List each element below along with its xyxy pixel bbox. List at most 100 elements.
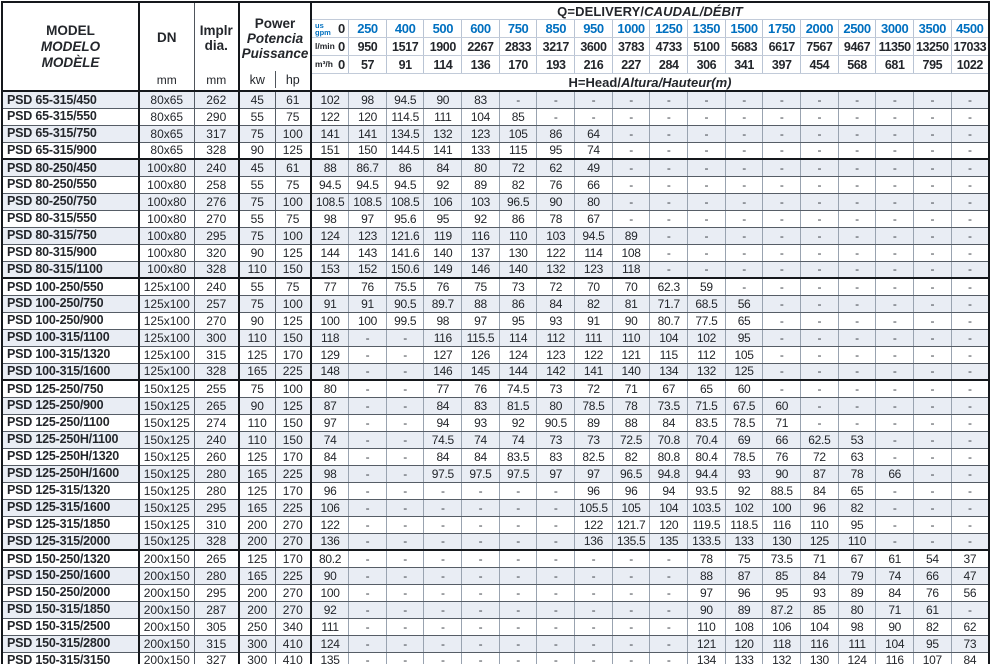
power-kw-cell: 250 (239, 618, 276, 636)
head-value-cell: - (875, 142, 914, 160)
head-value-cell: - (385, 635, 424, 653)
power-kw-cell: 75 (239, 125, 276, 143)
head-value-cell: - (875, 363, 914, 381)
head-value-cell: - (762, 227, 801, 245)
head-value-cell: 53 (837, 431, 876, 449)
head-value-cell: 122 (574, 516, 613, 534)
head-value-cell: 76 (461, 380, 500, 398)
model-cell: PSD 125-315/1850 (2, 516, 140, 534)
dn-cell: 200x150 (139, 584, 195, 602)
head-value-cell: 96 (724, 584, 763, 602)
head-value-cell: 133 (724, 652, 763, 664)
q-lmin-value: 4733 (649, 37, 688, 56)
head-value-cell: - (649, 159, 688, 177)
q-lmin-value: 7567 (800, 37, 839, 56)
head-value-cell: - (649, 567, 688, 585)
head-value-cell: 70.8 (649, 431, 688, 449)
head-value-cell: - (536, 550, 575, 568)
head-value-cell: - (950, 210, 989, 228)
head-value-cell: - (423, 567, 462, 585)
head-value-cell: 110 (611, 329, 650, 347)
head-value-cell: 97 (461, 312, 500, 330)
head-value-cell: - (498, 601, 537, 619)
head-value-cell: 132 (423, 125, 462, 143)
model-cell: PSD 100-250/550 (2, 278, 140, 296)
head-value-cell: - (875, 414, 914, 432)
head-value-cell: - (762, 261, 801, 279)
model-cell: PSD 100-315/1100 (2, 329, 140, 347)
head-value-cell: - (837, 125, 876, 143)
power-kw-cell: 45 (239, 159, 276, 177)
head-value-cell: 88.5 (762, 482, 801, 500)
head-value-cell: 84 (310, 448, 349, 466)
head-value-cell: 116 (875, 652, 914, 664)
impeller-dia-cell: 240 (194, 159, 240, 177)
power-kw-cell: 75 (239, 193, 276, 211)
head-value-cell: - (498, 482, 537, 500)
head-value-cell: - (762, 91, 801, 109)
head-value-cell: - (800, 193, 839, 211)
power-kw-cell: 90 (239, 244, 276, 262)
head-value-cell: 85 (800, 601, 839, 619)
q-m3h-value: 227 (611, 55, 650, 74)
head-value-cell: 144 (498, 363, 537, 381)
head-value-cell: - (649, 176, 688, 194)
head-value-cell: 93 (724, 465, 763, 483)
head-value-cell: - (611, 567, 650, 585)
head-value-cell: 66 (913, 567, 952, 585)
head-value-cell: 71 (800, 550, 839, 568)
kw-unit-label: kw (249, 72, 265, 87)
head-value-cell: 91 (574, 312, 613, 330)
dn-column-header: DN mm (139, 2, 195, 92)
head-value-cell: - (348, 618, 387, 636)
impeller-dia-cell: 328 (194, 142, 240, 160)
model-cell: PSD 100-250/750 (2, 295, 140, 313)
head-value-cell: - (649, 261, 688, 279)
head-value-cell: - (348, 363, 387, 381)
head-value-cell: 75.5 (385, 278, 424, 296)
head-value-cell: - (950, 159, 989, 177)
dn-label: DN (157, 30, 177, 45)
head-value-cell: 142 (536, 363, 575, 381)
power-kw-cell: 125 (239, 346, 276, 364)
head-value-cell: 108.5 (310, 193, 349, 211)
head-value-cell: - (875, 516, 914, 534)
head-value-cell: - (611, 601, 650, 619)
head-value-cell: - (800, 380, 839, 398)
head-value-cell: 54 (913, 550, 952, 568)
head-value-cell: - (348, 414, 387, 432)
head-value-cell: 84 (950, 652, 989, 664)
head-value-cell: - (611, 91, 650, 109)
us-gpm-label: us gpm (315, 20, 331, 37)
head-value-cell: - (875, 499, 914, 517)
pump-row: PSD 100-315/1320 125x100 315 125 170 129- -127… (2, 346, 989, 364)
pump-row: PSD 125-250H/1100 150x125 240 110 150 74- -74.… (2, 431, 989, 449)
head-value-cell: - (800, 227, 839, 245)
q-m3h-value: 341 (724, 55, 763, 74)
head-value-cell: 141 (574, 363, 613, 381)
head-value-cell: 65 (837, 482, 876, 500)
head-value-cell: 104 (461, 108, 500, 126)
head-value-cell: 70 (574, 278, 613, 296)
pump-row: PSD 80-315/900 100x80 320 90 125 144 143 141.6 1… (2, 244, 989, 262)
head-value-cell: 94.8 (649, 465, 688, 483)
head-value-cell: 90 (536, 193, 575, 211)
q-m3h-value: 454 (800, 55, 839, 74)
head-value-cell: - (461, 635, 500, 653)
head-value-cell: 111 (310, 618, 349, 636)
head-value-cell: 140 (498, 261, 537, 279)
head-value-cell: 83.5 (498, 448, 537, 466)
head-value-cell: 105 (724, 346, 763, 364)
head-value-cell: 135 (310, 652, 349, 664)
q-gpm-value: 600 (461, 19, 500, 38)
head-value-cell: 80 (837, 601, 876, 619)
head-value-cell: 141.6 (385, 244, 424, 262)
head-value-cell: 133.5 (687, 533, 726, 551)
table-header: MODEL MODELO MODÈLE DN mm Implr (2, 2, 989, 92)
modele-label: MODÈLE (41, 54, 100, 70)
power-kw-cell: 90 (239, 142, 276, 160)
dn-cell: 100x80 (139, 261, 195, 279)
head-value-cell: 86 (536, 125, 575, 143)
head-value-cell: - (536, 91, 575, 109)
head-value-cell: - (913, 465, 952, 483)
